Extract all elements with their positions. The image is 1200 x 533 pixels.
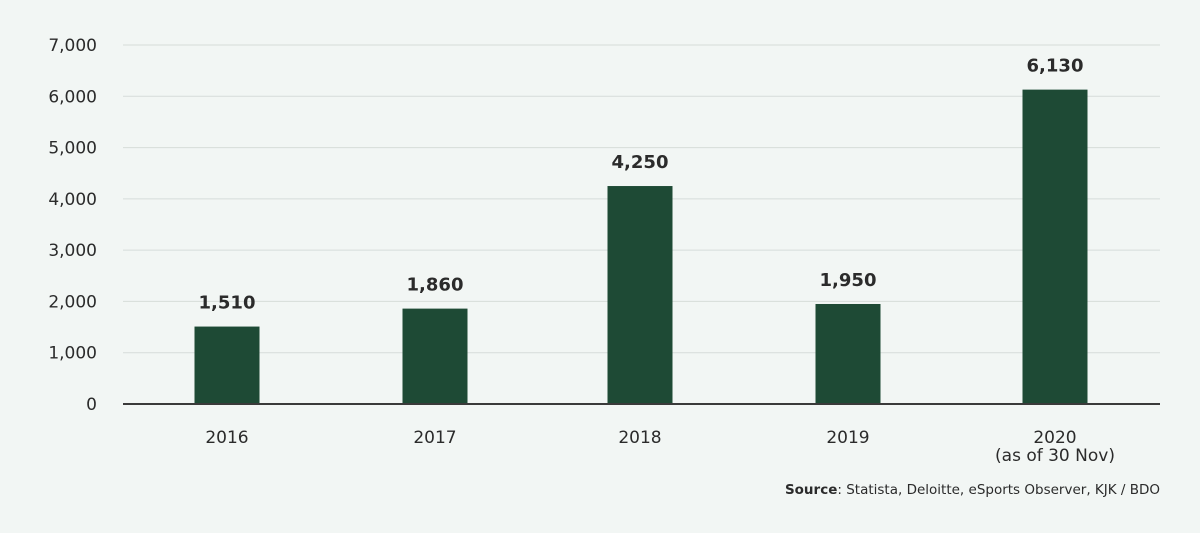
bar bbox=[815, 303, 881, 404]
bar bbox=[194, 326, 260, 404]
x-tick-label: 2017 bbox=[413, 428, 456, 448]
bar bbox=[402, 308, 468, 404]
source-note: Source: Statista, Deloitte, eSports Obse… bbox=[785, 482, 1160, 498]
data-label: 6,130 bbox=[1027, 56, 1084, 77]
source-label: Source bbox=[784, 482, 838, 498]
y-tick-label: 1,000 bbox=[48, 344, 97, 364]
y-tick-label: 3,000 bbox=[48, 241, 97, 261]
data-label: 1,950 bbox=[820, 270, 877, 291]
bar bbox=[607, 186, 673, 404]
y-tick-label: 5,000 bbox=[48, 139, 97, 159]
data-label: 4,250 bbox=[612, 152, 669, 173]
x-tick-label: 2016 bbox=[205, 428, 248, 448]
source-text: : Statista, Deloitte, eSports Observer, … bbox=[837, 482, 1160, 498]
y-tick-label: 4,000 bbox=[48, 190, 97, 210]
data-label: 1,860 bbox=[407, 275, 464, 296]
data-labels: 1,510 1,860 4,250 1,950 6,130 bbox=[199, 56, 1084, 314]
x-tick-label: 2019 bbox=[826, 428, 869, 448]
bar bbox=[1022, 89, 1088, 405]
bars bbox=[194, 89, 1088, 405]
x-tick-label: 2018 bbox=[618, 428, 661, 448]
x-axis-ticks: 2016 2017 2018 2019 2020 (as of 30 Nov) bbox=[205, 428, 1115, 466]
x-tick-label: 2020 (as of 30 Nov) bbox=[995, 428, 1115, 466]
y-tick-label: 2,000 bbox=[48, 292, 97, 312]
y-axis-ticks: 0 1,000 2,000 3,000 4,000 5,000 6,000 7,000 bbox=[48, 36, 97, 415]
y-tick-label: 6,000 bbox=[48, 87, 97, 107]
data-label: 1,510 bbox=[199, 293, 256, 314]
y-tick-label: 7,000 bbox=[48, 36, 97, 56]
y-tick-label: 0 bbox=[86, 395, 97, 415]
